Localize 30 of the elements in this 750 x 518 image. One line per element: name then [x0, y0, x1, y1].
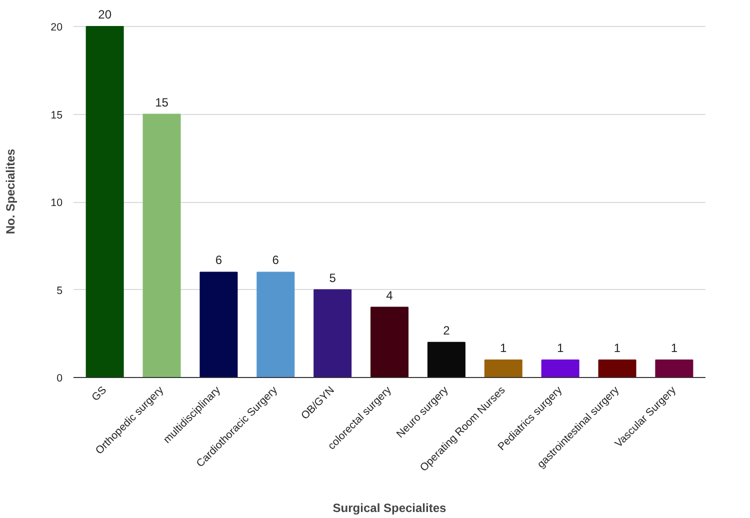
data-label: 2 — [443, 323, 450, 338]
bar — [655, 359, 694, 378]
y-tick-label: 20 — [50, 22, 63, 34]
bar — [142, 114, 181, 378]
data-label: 4 — [386, 288, 394, 302]
data-label: 1 — [670, 340, 678, 355]
data-label: 20 — [98, 8, 112, 22]
data-label: 5 — [329, 270, 336, 285]
y-tick-label: 15 — [50, 109, 63, 122]
x-tick-label: GS — [90, 384, 110, 404]
data-label: 1 — [614, 340, 621, 355]
bar — [598, 359, 636, 378]
data-label: 6 — [272, 253, 280, 268]
data-label: 1 — [500, 340, 508, 355]
bar — [314, 289, 352, 378]
y-tick-label: 10 — [50, 197, 63, 210]
data-label: 1 — [556, 340, 564, 355]
bar — [484, 359, 522, 378]
data-label: 15 — [155, 95, 169, 110]
y-tick-label: 5 — [56, 284, 63, 297]
y-tick-label: 0 — [56, 372, 63, 384]
bar — [200, 272, 238, 378]
bar — [427, 342, 466, 378]
bar — [541, 359, 580, 378]
x-axis-title: Surgical Specialites — [332, 501, 447, 516]
bar — [370, 306, 409, 378]
bar — [86, 26, 124, 378]
data-label: 6 — [215, 253, 222, 268]
y-axis-title: No. Specialites — [4, 148, 18, 234]
bar — [256, 272, 295, 378]
